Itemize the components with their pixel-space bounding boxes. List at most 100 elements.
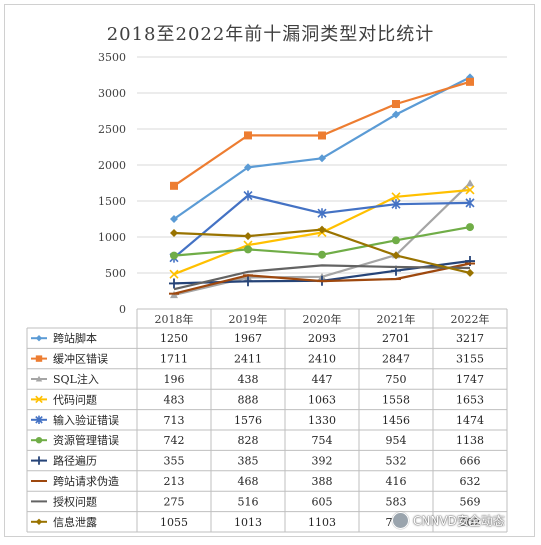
data-point-marker (318, 154, 326, 163)
data-table-value: 3217 (456, 332, 484, 345)
y-tick-label: 1000 (98, 231, 126, 244)
y-tick-label: 2500 (98, 123, 126, 136)
wechat-logo-icon (392, 511, 409, 529)
data-point-marker (243, 276, 253, 287)
data-point-marker (35, 355, 43, 362)
series-资源管理错误 (170, 223, 474, 260)
y-tick-label: 2000 (98, 159, 126, 172)
data-point-marker (391, 192, 401, 202)
chart-title: 2018至2022年前十漏洞类型对比统计 (106, 24, 435, 45)
watermark: CNNVD安全动态 (392, 509, 505, 531)
data-table-value: 483 (164, 393, 185, 406)
watermark-text: CNNVD安全动态 (413, 513, 505, 528)
data-point-marker (466, 223, 474, 232)
data-table-value: 2411 (234, 353, 262, 366)
data-table-value: 1576 (234, 414, 262, 427)
x-category-label: 2021年 (377, 312, 416, 326)
data-table-value: 213 (164, 475, 185, 488)
data-point-marker (244, 163, 252, 172)
data-point-marker (391, 199, 401, 210)
y-tick-label: 1500 (98, 195, 126, 208)
data-point-marker (170, 229, 178, 238)
data-table-value: 1474 (456, 414, 484, 427)
data-table-value: 1103 (308, 516, 336, 529)
data-table-value: 2410 (308, 353, 336, 366)
y-tick-label: 3000 (98, 87, 126, 100)
data-point-marker (35, 518, 43, 525)
data-point-marker (392, 236, 400, 245)
data-table-value: 388 (312, 475, 333, 488)
legend-series-name: SQL注入 (53, 372, 99, 386)
data-table-value: 1558 (382, 393, 410, 406)
data-table-value: 666 (460, 455, 481, 468)
data-table-value: 2847 (382, 353, 410, 366)
x-category-label: 2018年 (155, 312, 194, 326)
data-table-value: 392 (312, 455, 333, 468)
data-point-marker (169, 278, 179, 289)
data-point-marker (35, 335, 43, 342)
series-缓冲区错误 (170, 77, 474, 190)
data-point-marker (35, 415, 43, 424)
data-point-marker (318, 250, 326, 259)
data-table-value: 2093 (308, 332, 336, 345)
series-line (173, 264, 471, 291)
legend-series-name: 缓冲区错误 (53, 352, 108, 366)
data-point-marker (392, 100, 400, 109)
data-table-value: 888 (238, 393, 259, 406)
legend-series-name: 跨站脚本 (53, 331, 97, 345)
data-table-value: 1138 (456, 434, 484, 447)
data-table-value: 569 (460, 495, 481, 508)
data-table-value: 416 (386, 475, 407, 488)
data-table-value: 1055 (160, 516, 188, 529)
data-table-value: 1967 (234, 332, 262, 345)
data-table-value: 742 (164, 434, 185, 447)
data-table-value: 1747 (456, 373, 484, 386)
data-table-value: 196 (164, 373, 185, 386)
data-point-marker (243, 190, 253, 201)
data-table-value: 750 (386, 373, 407, 386)
data-point-marker (170, 181, 178, 190)
data-point-marker (392, 110, 400, 119)
data-table-value: 516 (238, 495, 259, 508)
data-point-marker (244, 131, 252, 140)
x-category-label: 2019年 (229, 312, 268, 326)
data-point-marker (466, 179, 474, 187)
data-table-value: 447 (312, 373, 333, 386)
data-point-marker (466, 77, 474, 86)
legend-series-name: 信息泄露 (53, 515, 97, 529)
data-table-value: 3155 (456, 353, 484, 366)
data-table-value: 954 (386, 434, 407, 447)
legend-series-name: 路径遍历 (53, 455, 97, 468)
series-输入验证错误 (169, 190, 475, 263)
data-point-marker (465, 197, 475, 208)
data-point-marker (317, 208, 327, 219)
data-table-value: 532 (386, 455, 407, 468)
data-table-value: 468 (238, 475, 259, 488)
data-point-marker (35, 375, 43, 382)
data-table-value: 632 (460, 475, 481, 488)
data-point-marker (35, 437, 43, 444)
series-跨站请求伪造 (169, 262, 475, 295)
data-table-value: 438 (238, 373, 259, 386)
data-point-marker (392, 251, 400, 260)
series-跨站脚本 (170, 73, 474, 223)
data-point-marker (169, 269, 179, 279)
data-table-value: 1063 (308, 393, 336, 406)
data-point-marker (34, 456, 44, 465)
data-point-marker (465, 185, 475, 195)
data-point-marker (244, 245, 252, 254)
legend-series-name: 输入验证错误 (53, 413, 119, 427)
legend-series-name: 跨站请求伪造 (53, 474, 119, 488)
data-table-value: 605 (312, 495, 333, 508)
x-category-label: 2022年 (451, 312, 490, 326)
data-table-value: 1330 (308, 414, 336, 427)
data-table-value: 1653 (456, 393, 484, 406)
data-table-value: 275 (164, 495, 185, 508)
data-table-value: 355 (164, 455, 185, 468)
series-line (173, 76, 471, 220)
y-tick-label: 3500 (98, 51, 126, 64)
data-table-value: 1711 (160, 353, 188, 366)
data-table-value: 1013 (234, 516, 262, 529)
data-table-value: 1456 (382, 414, 410, 427)
